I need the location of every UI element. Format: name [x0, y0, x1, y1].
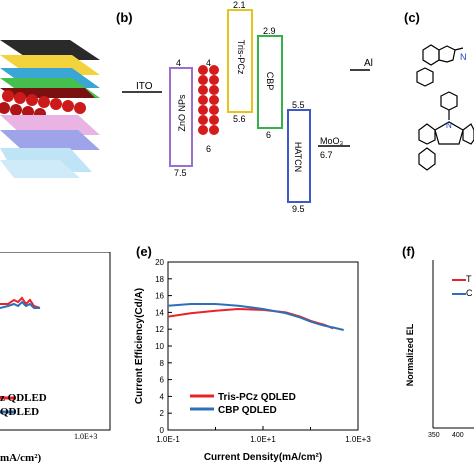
qd-bottom-value: 6: [206, 144, 212, 154]
tris-pcz-top-value: 2.1: [233, 0, 246, 10]
hatcn-top-value: 5.5: [292, 100, 305, 110]
ito-layer: [0, 130, 100, 150]
y-axis-label: Current Efficiency(Cd/A): [134, 288, 145, 404]
panel-d-red-curve: [0, 296, 41, 309]
carbazole-top-icon: [416, 44, 464, 87]
ito-label: ITO: [136, 81, 153, 92]
y-tick-label: 16: [155, 292, 164, 301]
al-label: Al: [364, 58, 373, 69]
tris-pcz-box: [227, 9, 253, 113]
legend-label-cbp: CBP QDLED: [218, 405, 277, 416]
panel-f-ylabel: Normalized EL: [405, 323, 415, 387]
hatcn-box: [287, 109, 311, 203]
y-tick-label: 10: [155, 342, 164, 351]
y-tick-label: 2: [160, 409, 165, 418]
series-line-cbp: [167, 303, 344, 331]
y-tick-label: 18: [155, 275, 164, 284]
moo3-value: 6.7: [320, 150, 333, 160]
panel-e-label: (e): [136, 244, 152, 259]
panel-f-label: (f): [402, 244, 415, 259]
panel-b-label: (b): [116, 10, 133, 25]
panel-f-legend-blue-label: C: [466, 288, 473, 298]
zno-layer-name: ZnO NPs: [177, 94, 187, 132]
y-tick-label: 12: [155, 325, 164, 334]
panel-f-legend-red-label: T: [466, 274, 472, 284]
x-axis-label: Current Density(mA/cm²): [204, 452, 322, 463]
panel-d-plot: [0, 252, 111, 431]
tris-pcz-layer-name: Tris-PCz: [236, 39, 246, 75]
panel-d-legend-blue-label: QDLED: [0, 406, 40, 418]
cbp-top-value: 2.9: [263, 26, 276, 36]
y-tick-label: 20: [155, 258, 164, 267]
energy-level-diagram: [122, 9, 370, 203]
y-tick-label: 0: [160, 426, 165, 435]
tris-pcz-bottom-value: 5.6: [233, 114, 246, 124]
hatcn-layer-name: HATCN: [293, 141, 303, 173]
panel-d-legend-red-label: z QDLED: [0, 392, 47, 404]
current-efficiency-chart: 0 2 4 6 8 10 12 14 16 18 20 1.0E-1 1.0E+1 1.0E+3 Tris-…: [134, 258, 371, 463]
moo3-label: MoO₃: [320, 136, 344, 146]
panel-f-plot: [432, 260, 474, 429]
zno-top-value: 4: [176, 58, 182, 68]
x-tick-label: 1.0E-1: [156, 435, 180, 444]
hatcn-bottom-value: 9.5: [292, 204, 305, 214]
cbp-bottom-value: 6: [266, 130, 272, 140]
qd-sphere-stack: [198, 65, 219, 135]
y-tick-label: 4: [160, 392, 165, 401]
panel-c-label: (c): [404, 10, 420, 25]
glass-substrate-bottom: [0, 160, 80, 178]
panel-d-frame: [0, 252, 111, 431]
y-tick-label: 8: [160, 359, 165, 368]
qd-top-value: 4: [206, 58, 212, 68]
panel-f-xtick-350: 350: [428, 432, 440, 439]
x-tick-label: 1.0E+3: [345, 435, 371, 444]
series-line-tris-pcz: [167, 307, 334, 330]
device-stack-illustration: [0, 40, 100, 178]
zno-box: [169, 67, 193, 167]
svg-text:N: N: [446, 121, 452, 130]
panel-f-xtick-400: 400: [452, 432, 464, 439]
molecule-structures: N N: [416, 44, 474, 171]
legend-label-tris-pcz: Tris-PCz QDLED: [218, 392, 296, 403]
cbp-layer-name: CBP: [265, 71, 275, 91]
y-tick-label: 6: [160, 376, 165, 385]
zno-bottom-value: 7.5: [174, 168, 187, 178]
svg-text:N: N: [460, 52, 467, 62]
y-tick-label: 14: [155, 308, 164, 317]
panel-d-blue-curve: [0, 300, 40, 309]
phenylcarbazole-icon: [418, 91, 474, 171]
x-tick-label: 1.0E+1: [250, 435, 276, 444]
cbp-box: [257, 35, 283, 129]
panel-d-xlabel: mA/cm²): [0, 452, 42, 464]
panel-d-xtick: 1.0E+3: [74, 432, 98, 441]
